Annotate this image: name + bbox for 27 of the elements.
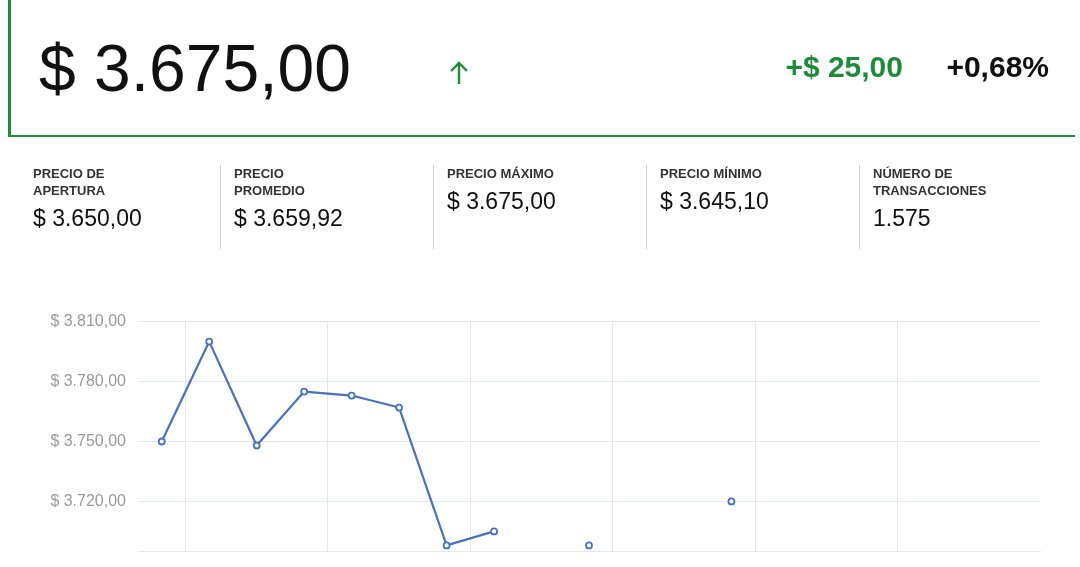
point: [300, 387, 309, 396]
point: [585, 541, 593, 550]
text: $ 3.675,00: [447, 188, 557, 215]
point: [727, 497, 736, 506]
point: [252, 441, 261, 450]
text: $ 3.645,10: [660, 188, 770, 215]
text: PRECIO DE APERTURA: [33, 165, 107, 199]
text: $ 3.659,92: [234, 205, 344, 232]
y-tick-label: $ 3.720,00: [50, 491, 127, 509]
text: 1.575: [873, 205, 932, 232]
text: $ 3.650,00: [33, 205, 143, 232]
text: +$ 25,00: [785, 50, 903, 84]
point: [205, 337, 214, 346]
y-tick-label: $ 3.750,00: [50, 431, 127, 449]
text: PRECIO MÍNIMO: [660, 165, 763, 182]
y-tick-label: $ 3.810,00: [50, 312, 127, 330]
point: [395, 403, 404, 412]
point: [490, 527, 498, 536]
chart-title: $ 3.675,00: [39, 30, 351, 107]
text: +0,68%: [946, 50, 1049, 84]
text: PRECIO MÁXIMO: [447, 165, 555, 182]
text: PRECIO PROMEDIO: [234, 165, 306, 199]
y-tick-label: $ 3.780,00: [50, 371, 127, 389]
point: [157, 437, 166, 446]
text: NÚMERO DE TRANSACCIONES: [873, 165, 987, 199]
point: [442, 541, 451, 550]
point: [347, 391, 356, 400]
